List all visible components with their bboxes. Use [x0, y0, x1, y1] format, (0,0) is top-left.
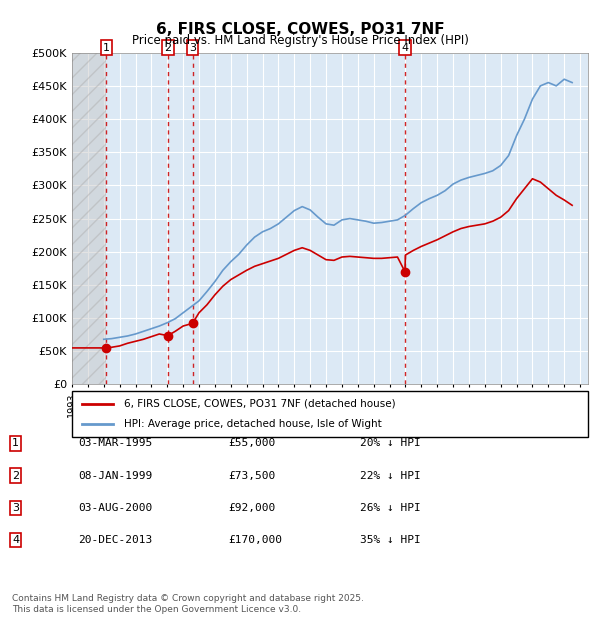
Text: 2: 2 [12, 471, 19, 480]
Text: 20-DEC-2013: 20-DEC-2013 [78, 535, 152, 545]
Text: 35% ↓ HPI: 35% ↓ HPI [360, 535, 421, 545]
Text: 1: 1 [103, 43, 110, 53]
Text: 6, FIRS CLOSE, COWES, PO31 7NF (detached house): 6, FIRS CLOSE, COWES, PO31 7NF (detached… [124, 399, 395, 409]
FancyBboxPatch shape [72, 391, 588, 437]
Text: £92,000: £92,000 [228, 503, 275, 513]
Text: HPI: Average price, detached house, Isle of Wight: HPI: Average price, detached house, Isle… [124, 419, 382, 429]
Text: £55,000: £55,000 [228, 438, 275, 448]
Text: 2: 2 [164, 43, 172, 53]
Text: 6, FIRS CLOSE, COWES, PO31 7NF: 6, FIRS CLOSE, COWES, PO31 7NF [155, 22, 445, 37]
Text: 08-JAN-1999: 08-JAN-1999 [78, 471, 152, 480]
Text: 20% ↓ HPI: 20% ↓ HPI [360, 438, 421, 448]
Text: Contains HM Land Registry data © Crown copyright and database right 2025.
This d: Contains HM Land Registry data © Crown c… [12, 595, 364, 614]
Text: 22% ↓ HPI: 22% ↓ HPI [360, 471, 421, 480]
Text: 3: 3 [189, 43, 196, 53]
Text: 03-AUG-2000: 03-AUG-2000 [78, 503, 152, 513]
Text: £170,000: £170,000 [228, 535, 282, 545]
Text: 1: 1 [12, 438, 19, 448]
Text: 4: 4 [401, 43, 409, 53]
Text: 3: 3 [12, 503, 19, 513]
Text: 26% ↓ HPI: 26% ↓ HPI [360, 503, 421, 513]
Text: Price paid vs. HM Land Registry's House Price Index (HPI): Price paid vs. HM Land Registry's House … [131, 34, 469, 47]
Text: 4: 4 [12, 535, 19, 545]
Text: £73,500: £73,500 [228, 471, 275, 480]
Bar [72, 53, 106, 384]
Text: 03-MAR-1995: 03-MAR-1995 [78, 438, 152, 448]
